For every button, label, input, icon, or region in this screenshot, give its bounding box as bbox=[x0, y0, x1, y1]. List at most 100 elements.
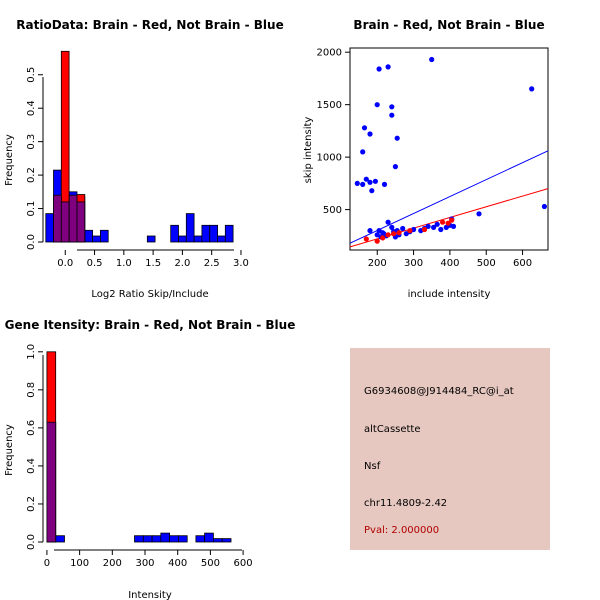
chromosome-location: chr11.4809-2.42 bbox=[364, 498, 448, 509]
ratio-y-ticks: 0.0 0.1 0.2 0.3 0.4 0.5 bbox=[26, 67, 43, 250]
scatter-point-not-brain-39 bbox=[425, 223, 431, 229]
ratio-bar-not-brain-11 bbox=[185, 213, 195, 243]
ratio-bar-overlap-3 bbox=[76, 201, 86, 243]
ratio-x-tick-label-2: 1.0 bbox=[116, 258, 132, 269]
intensity-x-tick-label-4: 400 bbox=[168, 558, 187, 569]
ratio-y-tick-label-0: 0.0 bbox=[26, 234, 37, 250]
ratio-bars bbox=[45, 50, 234, 243]
ratio-bar-not-brain-8 bbox=[146, 235, 156, 243]
scatter-point-not-brain-11 bbox=[392, 164, 398, 170]
scatter-title: Brain - Red, Not Brain - Blue bbox=[353, 18, 544, 32]
ratio-bar-not-brain-7 bbox=[100, 229, 109, 243]
probe-info-panel: G6934608@J914484_RC@i_at altCassette Nsf… bbox=[350, 348, 550, 550]
scatter-point-not-brain-27 bbox=[385, 219, 391, 225]
scatter-y-tick-label-3: 2000 bbox=[317, 48, 342, 59]
ratio-y-tick-label-4: 0.4 bbox=[26, 100, 37, 116]
scatter-x-tick-label-1: 300 bbox=[404, 258, 423, 269]
ratio-bar-not-brain-16 bbox=[224, 224, 234, 243]
intensity-x-label: Intensity bbox=[128, 590, 172, 600]
intensity-bar-not-brain-2 bbox=[134, 535, 144, 543]
ratio-title: RatioData: Brain - Red, Not Brain - Blue bbox=[16, 18, 283, 32]
ratio-x-tick-label-0: 0.0 bbox=[57, 258, 73, 269]
intensity-y-tick-label-4: 0.8 bbox=[26, 382, 37, 398]
probe-id: G6934608@J914484_RC@i_at bbox=[364, 386, 514, 397]
scatter-point-not-brain-5 bbox=[389, 104, 395, 110]
scatter-y-ticks: 500 1000 1500 2000 bbox=[317, 48, 350, 216]
scatter-point-not-brain-45 bbox=[450, 223, 457, 229]
scatter-point-not-brain-15 bbox=[367, 179, 373, 185]
scatter-x-tick-label-4: 600 bbox=[513, 258, 532, 269]
scatter-point-not-brain-47 bbox=[381, 231, 387, 237]
scatter-y-label: skip intensity bbox=[303, 117, 314, 184]
scatter-points bbox=[354, 56, 548, 244]
scatter-point-not-brain-18 bbox=[381, 181, 388, 187]
scatter-point-not-brain-17 bbox=[369, 188, 375, 194]
ratio-y-tick-label-5: 0.5 bbox=[26, 67, 37, 83]
ratio-bar-overlap-1 bbox=[60, 201, 70, 243]
ratio-bar-not-brain-14 bbox=[209, 224, 219, 243]
scatter-point-not-brain-42 bbox=[438, 226, 444, 233]
event-type: altCassette bbox=[364, 424, 421, 435]
intensity-bar-not-brain-7 bbox=[177, 535, 188, 543]
ratio-bar-not-brain-0 bbox=[45, 213, 54, 243]
ratio-bar-overlap-2 bbox=[68, 194, 78, 243]
ratio-y-tick-label-3: 0.3 bbox=[26, 134, 37, 150]
gene-name: Nsf bbox=[364, 461, 381, 472]
scatter-point-not-brain-2 bbox=[385, 64, 391, 70]
scatter-point-not-brain-0 bbox=[429, 56, 435, 63]
scatter-x-label: include intensity bbox=[408, 289, 491, 300]
scatter-point-not-brain-7 bbox=[361, 125, 368, 131]
ratio-y-label: Frequency bbox=[4, 134, 15, 186]
scatter-point-brain-4 bbox=[391, 231, 397, 237]
intensity-y-tick-label-0: 0.0 bbox=[26, 534, 37, 550]
scatter-point-not-brain-6 bbox=[389, 112, 395, 118]
ratio-bar-not-brain-15 bbox=[217, 235, 226, 243]
scatter-point-not-brain-33 bbox=[400, 225, 406, 232]
scatter-point-brain-9 bbox=[421, 226, 428, 233]
scatter-point-not-brain-4 bbox=[374, 102, 380, 108]
scatter-x-ticks: 200 300 400 500 600 bbox=[368, 250, 532, 269]
intensity-x-tick-label-6: 600 bbox=[234, 558, 253, 569]
scatter-point-not-brain-13 bbox=[360, 181, 366, 187]
scatter-point-not-brain-40 bbox=[431, 224, 437, 230]
scatter-y-tick-label-0: 500 bbox=[323, 205, 342, 216]
intensity-bar-not-brain-5 bbox=[160, 532, 171, 543]
ratio-y-tick-label-2: 0.2 bbox=[26, 167, 37, 183]
scatter-point-brain-0 bbox=[363, 236, 369, 242]
scatter-point-not-brain-14 bbox=[363, 176, 369, 182]
ratio-bar-not-brain-6 bbox=[92, 235, 101, 243]
intensity-x-ticks: 0 100 200 300 400 500 600 bbox=[44, 550, 253, 569]
scatter-point-brain-1 bbox=[374, 238, 380, 244]
intensity-scatter: Brain - Red, Not Brain - Blue 200 300 400 5… bbox=[303, 18, 549, 300]
intensity-bar-not-brain-10 bbox=[212, 538, 223, 543]
ratio-x-tick-label-5: 2.5 bbox=[204, 258, 220, 269]
ratio-x-tick-label-4: 2.0 bbox=[174, 258, 190, 269]
scatter-point-brain-5 bbox=[396, 230, 402, 236]
intensity-bar-not-brain-11 bbox=[221, 538, 232, 543]
ratio-bar-not-brain-5 bbox=[84, 229, 94, 243]
intensity-x-tick-label-2: 200 bbox=[103, 558, 122, 569]
ratio-x-tick-label-1: 0.5 bbox=[87, 258, 103, 269]
ratio-bar-overlap-0 bbox=[53, 194, 62, 243]
intensity-bar-not-brain-6 bbox=[169, 535, 179, 543]
scatter-point-brain-2 bbox=[380, 235, 386, 241]
intensity-x-tick-label-5: 500 bbox=[201, 558, 220, 569]
scatter-point-brain-8 bbox=[449, 217, 455, 223]
scatter-point-not-brain-8 bbox=[367, 131, 373, 137]
ratio-bar-not-brain-10 bbox=[178, 235, 187, 243]
intensity-bar-not-brain-4 bbox=[151, 535, 162, 543]
scatter-point-not-brain-46 bbox=[376, 228, 382, 234]
intensity-bar-not-brain-8 bbox=[195, 535, 206, 543]
intensity-bar-overlap-0 bbox=[46, 421, 57, 543]
gene-intensity-histogram: Gene Itensity: Brain - Red, Not Brain - … bbox=[4, 318, 295, 600]
scatter-point-not-brain-3 bbox=[529, 86, 535, 92]
ratio-bar-not-brain-12 bbox=[193, 235, 203, 243]
scatter-x-tick-label-3: 500 bbox=[477, 258, 496, 269]
ratio-x-ticks: 0.0 0.5 1.0 1.5 2.0 2.5 3.0 bbox=[57, 250, 249, 269]
ratio-x-tick-label-3: 1.5 bbox=[145, 258, 161, 269]
scatter-point-brain-10 bbox=[407, 228, 413, 234]
intensity-title: Gene Itensity: Brain - Red, Not Brain - … bbox=[5, 318, 296, 332]
scatter-point-not-brain-28 bbox=[389, 224, 395, 230]
